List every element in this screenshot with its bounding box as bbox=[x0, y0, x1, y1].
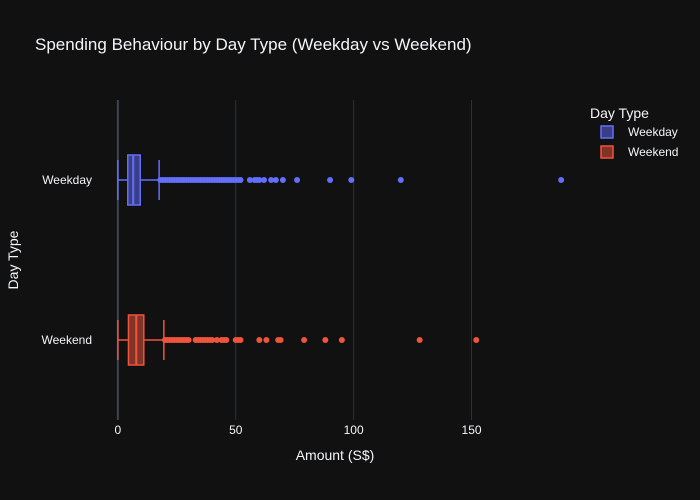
outlier-point bbox=[397, 177, 404, 183]
outlier-point bbox=[237, 177, 244, 183]
legend-swatch-weekend bbox=[600, 145, 614, 159]
box-weekday[interactable] bbox=[117, 154, 565, 206]
legend-label-weekday[interactable]: Weekday bbox=[628, 125, 678, 139]
outlier-point bbox=[338, 337, 345, 343]
x-axis-title: Amount (S$) bbox=[296, 447, 375, 463]
chart-title: Spending Behaviour by Day Type (Weekday … bbox=[35, 35, 472, 54]
outlier-point bbox=[272, 177, 279, 183]
x-tick-label: 50 bbox=[229, 423, 243, 437]
outlier-point bbox=[213, 337, 220, 343]
x-tick-label: 150 bbox=[462, 423, 482, 437]
legend-label-weekend[interactable]: Weekend bbox=[628, 145, 678, 159]
outlier-point bbox=[322, 337, 329, 343]
outlier-point bbox=[237, 337, 244, 343]
outlier-point bbox=[558, 177, 565, 183]
grid-lines bbox=[116, 100, 473, 420]
outlier-point bbox=[348, 177, 355, 183]
outlier-point bbox=[256, 337, 263, 343]
outlier-point bbox=[263, 337, 270, 343]
legend-swatch-weekday bbox=[600, 125, 614, 139]
outlier-point bbox=[261, 177, 268, 183]
outlier-point bbox=[277, 337, 284, 343]
y-tick-label: Weekday bbox=[42, 173, 92, 187]
outlier-point bbox=[268, 177, 275, 183]
outlier-point bbox=[279, 177, 286, 183]
outlier-point bbox=[294, 177, 301, 183]
plot-area bbox=[117, 154, 565, 366]
outlier-point bbox=[246, 177, 253, 183]
outlier-point bbox=[473, 337, 480, 343]
x-tick-label: 100 bbox=[344, 423, 364, 437]
y-axis-title: Day Type bbox=[5, 230, 21, 289]
outlier-point bbox=[416, 337, 423, 343]
y-axis-ticks: Weekday Weekend bbox=[42, 173, 92, 347]
outlier-point bbox=[256, 177, 263, 183]
x-tick-label: 0 bbox=[115, 423, 122, 437]
outlier-point bbox=[301, 337, 308, 343]
box-weekend[interactable] bbox=[117, 314, 480, 366]
outlier-point bbox=[185, 337, 192, 343]
legend[interactable]: Day Type Weekday Weekend bbox=[590, 105, 678, 159]
outlier-point bbox=[327, 177, 334, 183]
y-tick-label: Weekend bbox=[42, 333, 92, 347]
outlier-point bbox=[223, 337, 230, 343]
x-axis-ticks: 0 50 100 150 bbox=[115, 423, 482, 437]
outlier-point bbox=[209, 337, 216, 343]
legend-title: Day Type bbox=[590, 105, 649, 121]
